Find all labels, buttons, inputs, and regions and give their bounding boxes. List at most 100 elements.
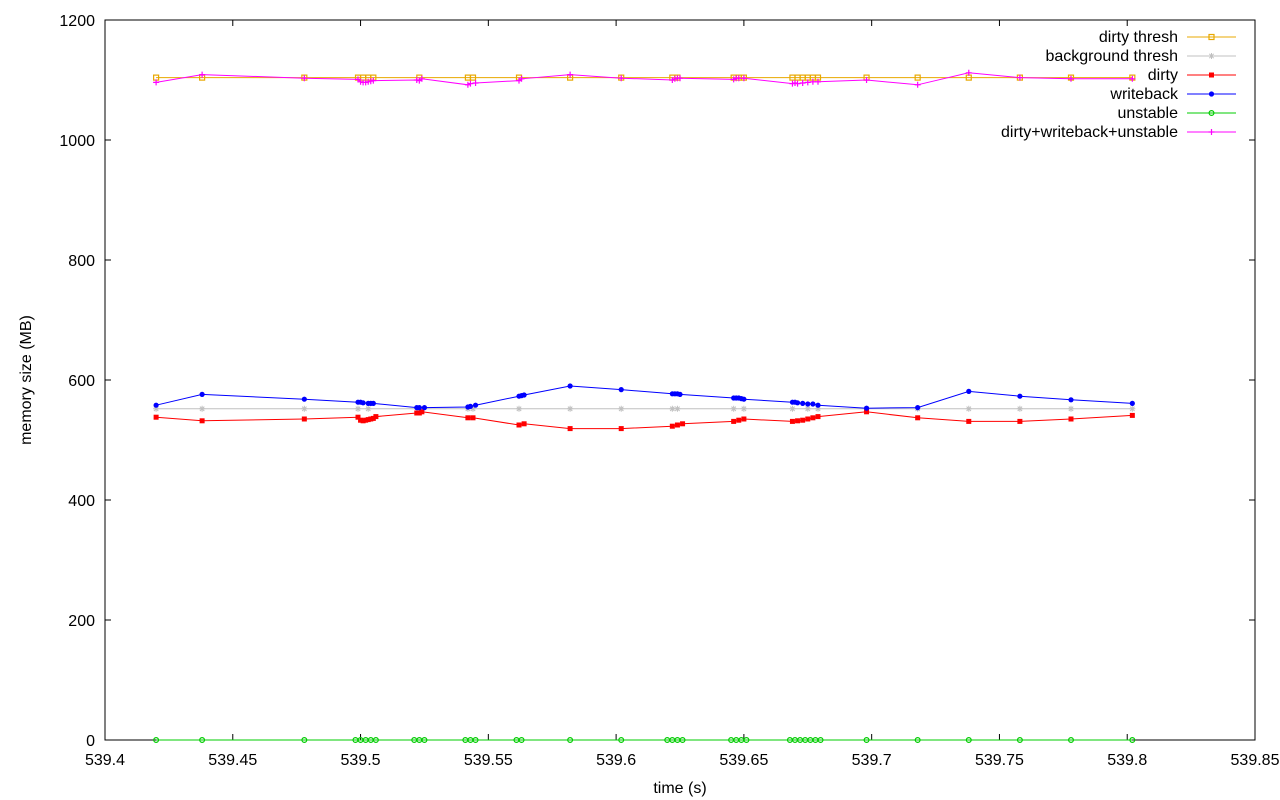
x-tick-label: 539.7 <box>852 752 892 769</box>
data-point <box>301 736 308 743</box>
series-layer <box>153 69 1136 743</box>
data-point <box>301 396 307 402</box>
data-point <box>805 416 811 422</box>
y-axis-title: memory size (MB) <box>18 315 35 445</box>
data-point <box>680 421 686 427</box>
data-point <box>370 77 377 84</box>
data-point <box>567 405 574 412</box>
data-point <box>677 75 683 82</box>
data-point <box>199 736 206 743</box>
data-point <box>1129 75 1136 82</box>
y-tick-label: 800 <box>68 253 95 270</box>
data-point <box>419 409 425 415</box>
data-point <box>472 402 479 408</box>
data-point <box>370 400 376 406</box>
x-tick-label: 539.55 <box>464 752 513 769</box>
series-line <box>155 385 1133 409</box>
x-tick-label: 539.5 <box>341 752 381 769</box>
data-point <box>418 75 425 82</box>
data-point <box>618 405 625 412</box>
data-point <box>516 422 522 428</box>
data-point <box>467 403 474 409</box>
y-axis-ticks: 0 200 400 600 800 1000 1200 <box>59 13 1255 750</box>
data-point <box>153 405 160 412</box>
data-point <box>794 400 801 406</box>
x-tick-label: 539.75 <box>975 752 1024 769</box>
data-point <box>800 417 806 423</box>
data-point <box>805 401 811 407</box>
data-point <box>1068 75 1074 82</box>
y-tick-label: 0 <box>86 733 95 750</box>
data-point <box>1129 412 1135 418</box>
legend-marker <box>1208 129 1215 135</box>
legend: dirty thresh background thresh dirty writeb… <box>1001 29 1236 141</box>
data-point <box>669 423 675 429</box>
data-point <box>914 736 921 743</box>
x-tick-label: 539.6 <box>596 752 636 769</box>
x-tick-label: 539.65 <box>719 752 768 769</box>
x-axis-title: time (s) <box>653 780 706 797</box>
data-point <box>355 414 361 420</box>
data-point <box>421 405 428 411</box>
data-point <box>741 396 747 402</box>
data-point <box>470 405 476 412</box>
data-point <box>416 410 422 416</box>
legend-marker <box>1208 53 1215 59</box>
data-point <box>518 75 525 82</box>
data-point <box>799 80 806 86</box>
data-point <box>804 79 811 86</box>
data-point <box>735 75 742 82</box>
data-point <box>618 387 624 393</box>
data-point <box>915 415 921 421</box>
legend-label: unstable <box>1118 105 1179 122</box>
data-point <box>1016 74 1023 81</box>
data-point <box>153 414 159 420</box>
data-point <box>370 415 376 421</box>
data-point <box>472 736 479 743</box>
data-point <box>360 418 366 424</box>
data-point <box>153 79 160 86</box>
y-tick-label: 400 <box>68 493 95 510</box>
data-point <box>815 402 821 408</box>
data-point <box>863 736 870 743</box>
data-point <box>809 78 816 85</box>
data-point <box>153 402 159 408</box>
legend-label: dirty <box>1148 67 1178 84</box>
legend-label: writeback <box>1109 86 1179 103</box>
data-point <box>199 418 205 424</box>
data-point <box>740 75 747 82</box>
data-point <box>416 405 422 411</box>
data-point <box>518 736 525 743</box>
data-point <box>741 416 747 422</box>
data-point <box>567 426 573 432</box>
data-point <box>1129 400 1135 406</box>
data-point <box>1016 736 1023 743</box>
data-point <box>521 421 527 427</box>
data-point <box>355 405 361 412</box>
data-point <box>795 418 801 424</box>
series-unstable <box>153 736 1136 743</box>
data-point <box>914 81 921 88</box>
data-point <box>567 736 574 743</box>
data-point <box>914 74 921 81</box>
data-point <box>521 392 527 398</box>
data-point <box>360 400 366 406</box>
data-point <box>864 409 870 415</box>
data-point <box>618 75 625 82</box>
legend-marker <box>1208 109 1215 116</box>
data-point <box>467 80 474 87</box>
data-point <box>679 736 686 743</box>
data-point <box>301 416 307 422</box>
data-point <box>789 405 796 412</box>
x-tick-label: 539.85 <box>1231 752 1280 769</box>
data-point <box>815 414 821 420</box>
series-writeback <box>153 383 1135 411</box>
data-point <box>1068 397 1074 403</box>
data-point <box>465 415 471 421</box>
data-point <box>815 405 821 412</box>
data-point <box>472 80 479 86</box>
series-dirty <box>153 409 1135 432</box>
data-point <box>965 69 972 76</box>
data-point <box>810 401 816 407</box>
